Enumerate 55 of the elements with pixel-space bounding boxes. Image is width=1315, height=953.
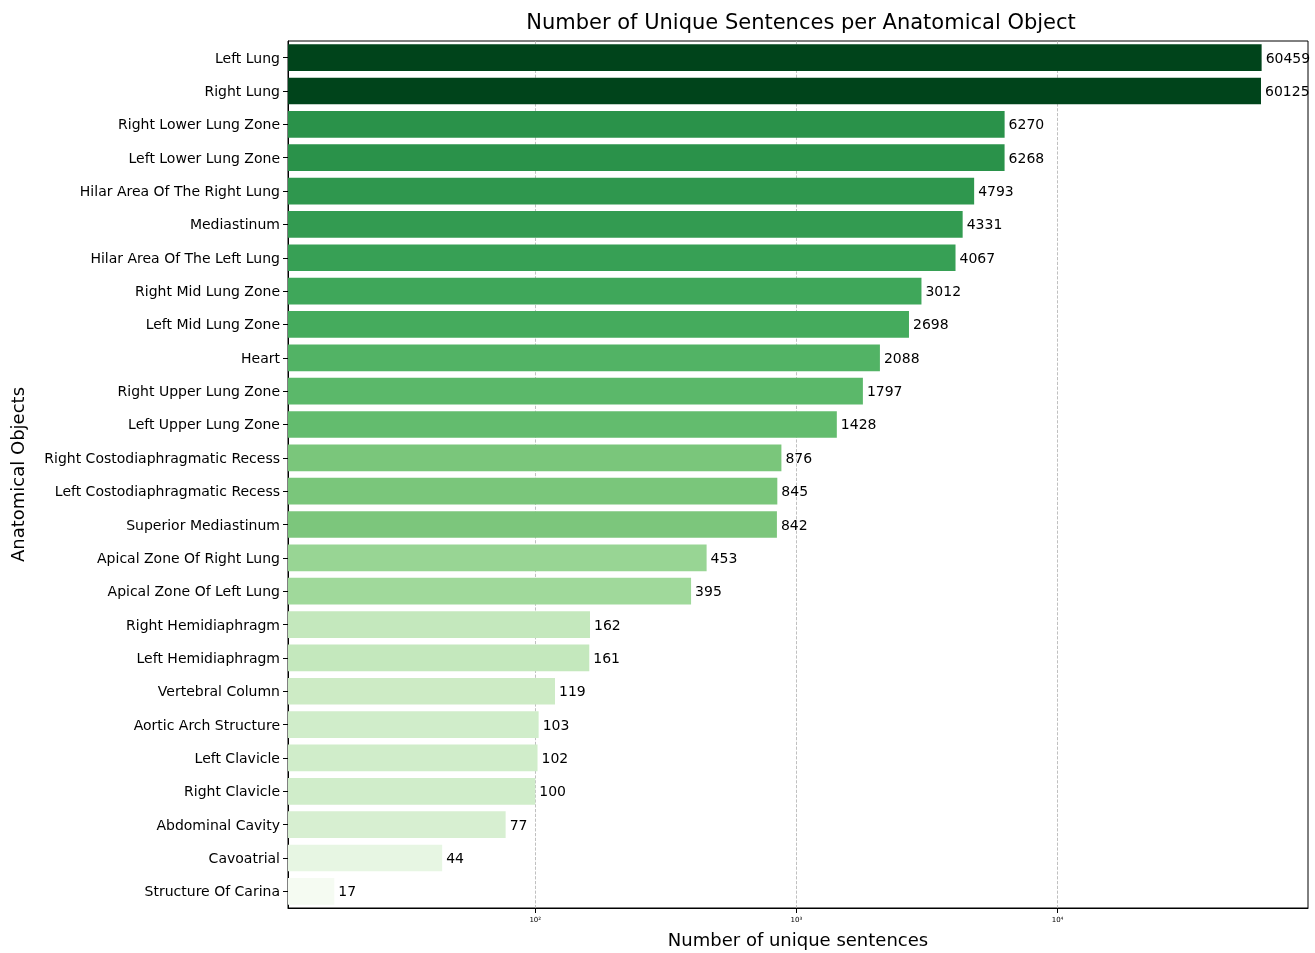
y-tick-label: Heart [241,349,281,366]
data-label: 6268 [1008,149,1045,166]
data-label: 4331 [966,216,1003,233]
y-tick-label: Left Upper Lung Zone [128,416,280,433]
data-label: 119 [559,683,586,700]
data-label: 876 [785,449,813,466]
data-label: 1428 [840,416,877,433]
data-label: 6270 [1008,116,1045,133]
data-label: 842 [780,516,808,533]
y-tick-label: Right Hemidiaphragm [126,616,280,633]
y-axis-title: Anatomical Objects [6,386,28,563]
data-label: 44 [446,849,465,866]
y-tick-label: Right Costodiaphragmatic Recess [44,449,280,466]
y-tick-label: Mediastinum [189,216,280,233]
y-tick-label: Right Lung [204,83,280,100]
data-label: 845 [781,483,809,500]
y-tick-label: Apical Zone Of Right Lung [97,549,280,566]
y-tick-label: Left Lower Lung Zone [128,149,280,166]
data-label: 100 [539,783,567,800]
y-tick-label: Right Mid Lung Zone [135,283,280,300]
y-tick-label: Hilar Area Of The Left Lung [90,249,280,266]
y-tick-label: Vertebral Column [157,683,280,700]
y-tick-label: Right Lower Lung Zone [118,116,280,133]
y-tick-label: Superior Mediastinum [126,516,280,533]
y-tick-label: Aortic Arch Structure [133,716,280,733]
chart-title: Number of Unique Sentences per Anatomical Object [526,9,1076,34]
data-label: 4067 [959,249,996,266]
y-tick-label: Right Clavicle [184,783,280,800]
y-tick-label: Right Upper Lung Zone [117,383,280,400]
y-tick-label: Structure Of Carina [144,883,280,900]
data-label: 395 [695,583,722,600]
y-tick-label: Left Lung [215,49,280,66]
y-tick-label: Abdominal Cavity [156,816,280,833]
data-label: 1797 [866,383,903,400]
y-tick-label: Cavoatrial [208,849,280,866]
data-label: 102 [541,749,569,766]
data-label: 17 [338,883,357,900]
y-tick-label: Left Hemidiaphragm [136,649,280,666]
data-label: 103 [542,716,570,733]
data-label: 77 [509,816,528,833]
data-label: 453 [710,549,738,566]
data-label: 60459 [1265,49,1311,66]
y-tick-label: Hilar Area Of The Right Lung [79,183,280,200]
data-label: 162 [593,616,621,633]
y-tick-label: Left Costodiaphragmatic Recess [54,483,280,500]
data-label: 4793 [978,183,1014,200]
y-tick-label: Apical Zone Of Left Lung [107,583,280,600]
x-axis-title: Number of unique sentences [667,928,929,950]
data-label: 60125 [1265,83,1310,100]
data-label: 2698 [912,316,949,333]
y-tick-label: Left Mid Lung Zone [145,316,280,333]
y-tick-label: Left Clavicle [194,749,280,766]
data-label: 2088 [883,349,920,366]
data-label: 3012 [925,283,962,300]
data-label: 161 [593,649,621,666]
